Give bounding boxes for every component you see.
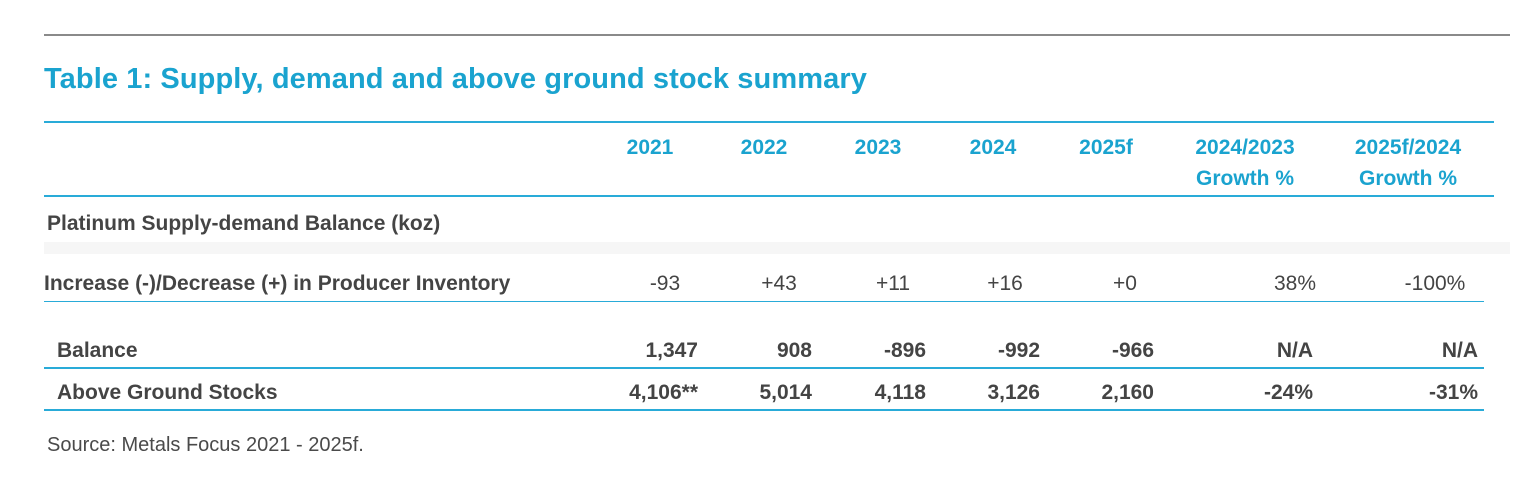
col-header-2025f: 2025f [1079,136,1133,159]
cell-inventory-2021: -93 [649,272,681,295]
cell-balance-growth-2025: N/A [1441,339,1478,362]
col-header-2023: 2023 [854,136,902,159]
table-bottom-rule [44,409,1484,411]
col-header-growth-2024-line1: 2024/2023 [1195,136,1295,159]
cell-inventory-growth-2025: -100% [1404,272,1466,295]
table-title: Table 1: Supply, demand and above ground… [44,63,867,95]
row-divider-balance [44,367,1484,369]
cell-balance-growth-2024: N/A [1276,339,1313,362]
cell-inventory-2025f: +0 [1113,272,1137,295]
row-label-above-ground-stocks: Above Ground Stocks [57,381,278,404]
header-top-rule [44,121,1494,123]
cell-inventory-2022: +43 [761,272,797,295]
row-label-balance: Balance [57,339,138,362]
cell-balance-2025f: -966 [1111,339,1154,362]
cell-stocks-growth-2024: -24% [1263,381,1313,404]
col-header-growth-2025-line2: Growth % [1359,167,1457,190]
row-label-producer-inventory: Increase (-)/Decrease (+) in Producer In… [44,272,511,295]
cell-inventory-2024: +16 [987,272,1023,295]
cell-balance-2021: 1,347 [645,339,698,362]
col-header-2022: 2022 [740,136,788,159]
cell-stocks-2025f: 2,160 [1101,381,1154,404]
section-label: Platinum Supply-demand Balance (koz) [47,212,441,235]
cell-stocks-2022: 5,014 [759,381,812,404]
header-bottom-rule [44,195,1494,197]
cell-inventory-2023: +11 [875,272,911,295]
col-header-2021: 2021 [626,136,674,159]
top-divider [44,34,1510,36]
cell-balance-2023: -896 [883,339,926,362]
cell-stocks-2023: 4,118 [874,381,926,404]
cell-inventory-growth-2024: 38% [1273,272,1317,295]
col-header-growth-2025-line1: 2025f/2024 [1354,136,1462,159]
row-divider-inventory [44,301,1484,302]
cell-stocks-2021: 4,106** [629,381,698,404]
col-header-2024: 2024 [969,136,1017,159]
cell-stocks-growth-2025: -31% [1428,381,1478,404]
source-note: Source: Metals Focus 2021 - 2025f. [47,434,364,456]
cell-balance-2022: 908 [776,339,812,362]
col-header-growth-2024-line2: Growth % [1196,167,1294,190]
cell-stocks-2024: 3,126 [987,381,1040,404]
cell-balance-2024: -992 [997,339,1040,362]
section-shade [44,242,1510,254]
